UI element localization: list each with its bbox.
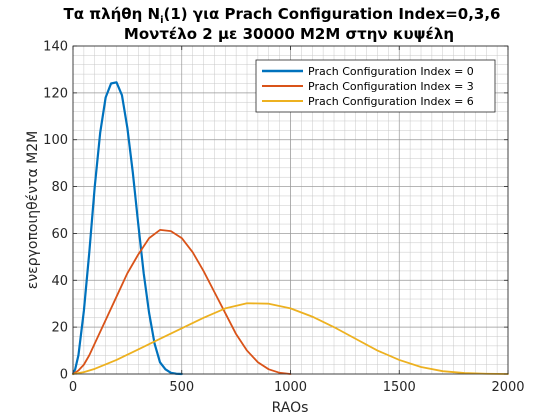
series-line-1 bbox=[72, 229, 292, 375]
title-part-a: Τα πλήθη N bbox=[64, 5, 161, 23]
x-tick-labels: 0 500 1000 1500 2000 bbox=[69, 380, 525, 395]
y-tick-labels: 0 20 40 60 80 100 120 140 bbox=[43, 40, 68, 383]
chart-title-line1: Τα πλήθη Ni(1) για Prach Configuration I… bbox=[64, 5, 501, 26]
x-axis-label: RAOs bbox=[272, 400, 309, 416]
title-subscript: i bbox=[160, 15, 163, 26]
x-tick-label: 500 bbox=[169, 380, 194, 395]
y-tick-label: 120 bbox=[43, 86, 68, 101]
chart-title-line2: Μοντέλο 2 με 30000 M2M στην κυψέλη bbox=[124, 25, 454, 43]
y-tick-label: 20 bbox=[51, 321, 68, 336]
legend-label-0: Prach Configuration Index = 0 bbox=[308, 65, 474, 78]
x-tick-label: 2000 bbox=[491, 380, 524, 395]
title-part-b: (1) για Prach Configuration Index=0,3,6 bbox=[164, 5, 501, 23]
x-tick-label: 0 bbox=[69, 380, 77, 395]
x-tick-label: 1500 bbox=[383, 380, 416, 395]
y-tick-label: 0 bbox=[60, 368, 68, 383]
y-tick-label: 100 bbox=[43, 133, 68, 148]
y-tick-label: 80 bbox=[51, 180, 68, 195]
series-line-2 bbox=[72, 302, 509, 375]
legend-label-1: Prach Configuration Index = 3 bbox=[308, 80, 474, 93]
y-tick-label: 40 bbox=[51, 274, 68, 289]
series-line-0 bbox=[71, 81, 183, 376]
legend: Prach Configuration Index = 0 Prach Confi… bbox=[255, 59, 496, 113]
series-lines bbox=[71, 81, 509, 376]
tick-marks bbox=[72, 45, 509, 375]
legend-label-2: Prach Configuration Index = 6 bbox=[308, 95, 474, 108]
y-axis-label: ενεργοποιηθέντα M2M bbox=[25, 131, 41, 289]
legend-items: Prach Configuration Index = 0 Prach Confi… bbox=[262, 65, 474, 108]
x-tick-label: 1000 bbox=[274, 380, 307, 395]
y-tick-label: 60 bbox=[51, 227, 68, 242]
y-tick-label: 140 bbox=[43, 40, 68, 55]
